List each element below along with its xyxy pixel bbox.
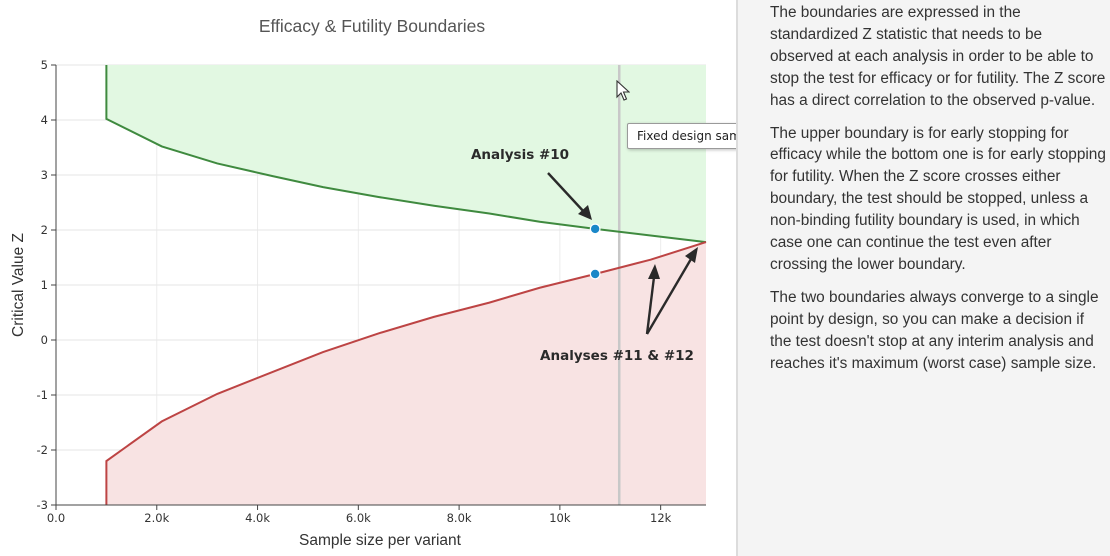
boundaries-chart: Efficacy & Futility Boundaries -3-2-1012… <box>10 16 707 549</box>
y-tick-label: 1 <box>41 278 48 292</box>
x-tick-label: 8.0k <box>447 511 472 525</box>
y-axis-label: Critical Value Z <box>10 233 27 337</box>
chart-title: Efficacy & Futility Boundaries <box>259 16 486 36</box>
x-tick-label: 0.0 <box>47 511 65 525</box>
description-paragraph-1: The boundaries are expressed in the stan… <box>770 4 1106 109</box>
y-tick-label: 0 <box>41 333 48 347</box>
x-tick-label: 10k <box>549 511 571 525</box>
x-tick-label: 4.0k <box>245 511 270 525</box>
x-tick-label: 2.0k <box>144 511 169 525</box>
chart-panel: Efficacy & Futility Boundaries -3 -2 -1 0 1 2… <box>10 16 922 549</box>
analysis-point <box>589 268 601 280</box>
y-tick-label: 4 <box>41 113 48 127</box>
annotation-arrows <box>547 172 698 335</box>
y-tick-label: 5 <box>41 58 48 72</box>
description-panel: The boundaries are expressed in the stan… <box>738 0 1110 556</box>
y-tick-label: -2 <box>37 443 48 457</box>
annotation-analyses-11-12: Analyses #11 & #12 <box>540 348 694 364</box>
x-tick-label: 12k <box>650 511 672 525</box>
efficacy-region <box>106 65 707 243</box>
y-tick-label: -1 <box>37 388 48 402</box>
panel-divider <box>736 0 738 556</box>
description-paragraph-3: The two boundaries always converge to a … <box>770 288 1099 372</box>
mouse-cursor-icon <box>616 80 630 101</box>
annotation-analysis-10: Analysis #10 <box>471 147 569 163</box>
x-axis-label: Sample size per variant <box>299 532 462 549</box>
y-tick-label: 3 <box>41 168 48 182</box>
futility-region <box>106 242 707 505</box>
x-tick-label: 6.0k <box>346 511 371 525</box>
y-tick-label: 2 <box>41 223 48 237</box>
description-paragraph-2: The upper boundary is for early stopping… <box>770 124 1106 273</box>
y-tick-label: -3 <box>37 498 48 512</box>
analysis-point <box>589 223 601 235</box>
